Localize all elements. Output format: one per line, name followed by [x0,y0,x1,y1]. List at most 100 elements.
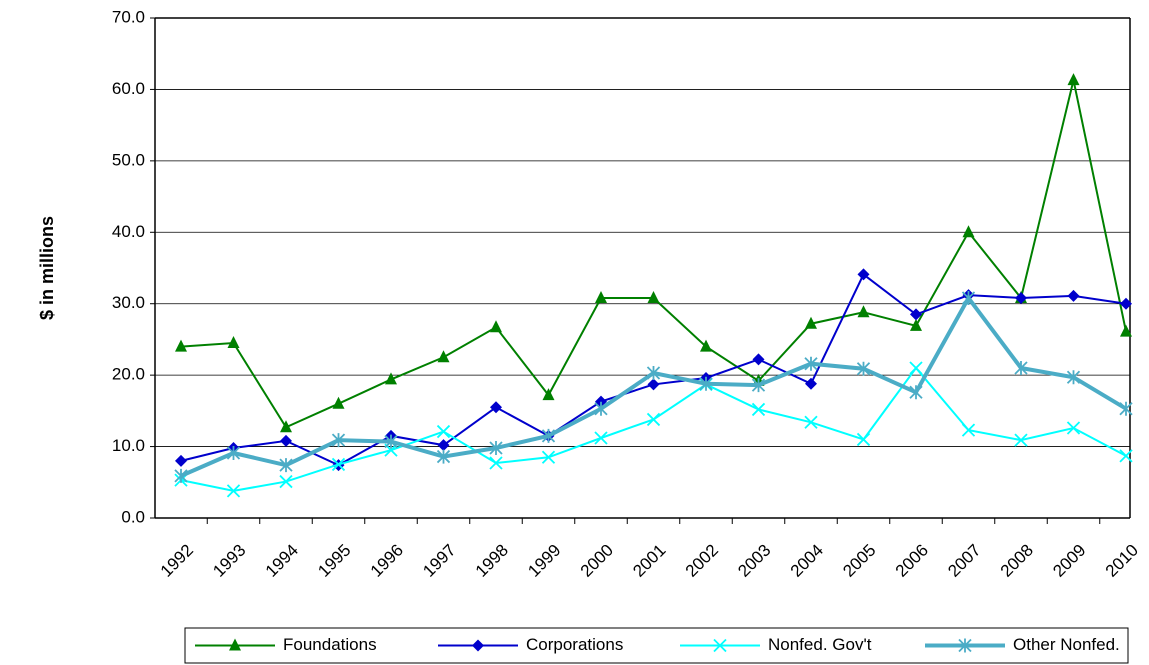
point [226,484,241,498]
point [489,441,503,455]
y-tick-label: 70.0 [112,7,145,26]
point [1066,370,1081,385]
point [962,225,975,238]
x-tick-label: 2001 [629,541,669,581]
point [331,457,346,472]
point [646,366,661,380]
point [909,385,923,400]
point [385,372,397,385]
legend-label: Foundations [283,635,377,654]
point [1067,73,1080,86]
x-tick-label: 2000 [577,541,617,581]
point [699,376,713,391]
x-tick-label: 2002 [682,541,722,581]
point [1119,401,1133,416]
point [751,402,766,417]
x-tick-label: 1995 [314,541,354,581]
point [910,308,922,321]
x-tick-label: 2005 [839,541,879,581]
x-tick-label: 1998 [472,541,512,581]
point [857,268,870,281]
point [384,434,398,449]
y-tick-label: 20.0 [112,365,145,384]
point [541,428,556,443]
x-tick-label: 2009 [1049,541,1089,581]
point [751,378,766,393]
series [174,361,1133,498]
point [804,356,818,371]
legend-item: Foundations [195,635,377,654]
point [1015,292,1027,304]
point [437,350,450,363]
point [472,639,484,652]
point [647,291,660,303]
point [175,454,187,467]
point [752,353,765,366]
y-tick-label: 40.0 [112,222,145,241]
x-tick-label: 2007 [944,541,984,581]
point [646,412,661,427]
legend-label: Corporations [526,635,623,654]
y-tick-label: 0.0 [121,507,145,526]
legend-label: Other Nonfed. [1013,635,1120,654]
point [1014,433,1028,447]
point [961,423,976,437]
point [490,401,502,414]
point [594,431,608,445]
point [280,434,292,447]
point [436,449,451,464]
series [174,291,1133,483]
point [805,377,817,390]
x-tick-label: 1994 [262,541,302,581]
legend-item: Other Nonfed. [925,635,1120,654]
point [1014,361,1028,375]
point [279,458,293,473]
point [1066,421,1081,435]
y-axis-label: $ in millions [37,216,57,320]
point [961,291,976,305]
x-tick-label: 1996 [367,541,407,581]
point [804,415,818,429]
point [805,316,817,329]
point [490,320,502,333]
point [280,420,292,433]
point [437,439,450,452]
x-tick-label: 1999 [524,541,564,581]
point [175,339,187,352]
x-tick-label: 1992 [157,541,197,581]
point [595,291,607,303]
x-tick-label: 2010 [1102,541,1142,581]
point [174,468,188,483]
point [1119,449,1133,463]
y-tick-label: 10.0 [112,436,145,455]
x-tick-label: 2008 [997,541,1037,581]
y-tick-label: 50.0 [112,150,145,169]
point [856,432,871,447]
x-tick-label: 1993 [209,541,249,581]
point [279,474,293,489]
legend-label: Nonfed. Gov't [768,635,872,654]
point [1067,289,1080,302]
point [226,446,241,460]
point [958,638,972,653]
point [331,433,346,448]
point [1120,324,1132,337]
point [594,401,608,416]
point [647,378,660,391]
point [1120,297,1132,310]
point [713,638,727,653]
point [910,318,922,331]
point [542,388,555,401]
point [332,396,345,409]
legend-item: Corporations [438,635,623,654]
point [229,638,241,651]
x-tick-label: 2003 [734,541,774,581]
point [909,361,923,375]
x-tick-label: 1997 [419,541,459,581]
point [856,361,871,376]
point [436,424,451,439]
point [227,336,240,348]
y-tick-label: 60.0 [112,79,145,98]
y-tick-label: 30.0 [112,293,145,312]
